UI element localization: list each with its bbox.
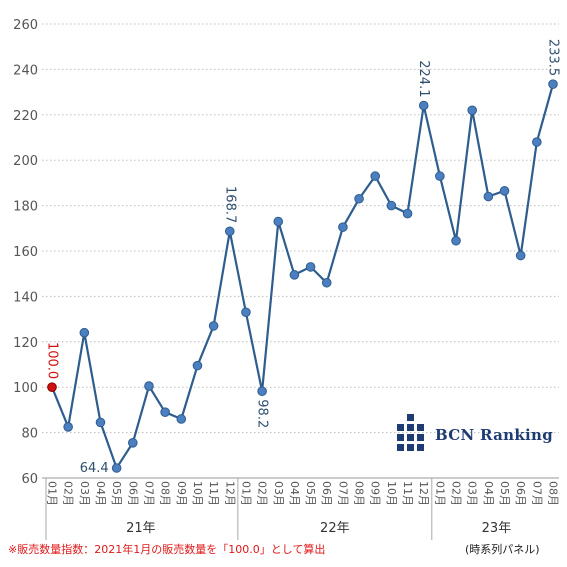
x-tick-label: 02月: [450, 481, 463, 506]
data-point: [128, 438, 138, 448]
y-tick-label: 80: [21, 427, 38, 442]
data-label: 98.2: [255, 399, 270, 428]
x-tick-label: 08月: [547, 481, 560, 506]
data-label: 168.7: [222, 186, 237, 223]
data-point: [144, 381, 154, 391]
year-label: 22年: [320, 521, 350, 536]
series-line: [50, 83, 555, 470]
y-tick-label: 220: [13, 109, 38, 124]
x-tick-label: 10月: [385, 481, 398, 506]
data-point: [273, 216, 284, 227]
logo-text: BCN Ranking: [435, 426, 554, 444]
y-tick-label: 240: [13, 63, 38, 78]
x-tick-label: 05月: [304, 481, 317, 506]
year-label: 21年: [126, 521, 156, 536]
data-point: [386, 200, 397, 211]
x-tick-label: 07月: [336, 481, 349, 506]
y-tick-label: 60: [21, 472, 38, 487]
x-tick-label: 05月: [110, 481, 123, 506]
x-tick-label: 06月: [514, 481, 527, 506]
data-point: [305, 262, 316, 272]
data-point: [370, 171, 381, 181]
data-point: [451, 235, 461, 246]
data-point: [192, 360, 203, 371]
x-tick-label: 03月: [78, 481, 91, 506]
data-point: [435, 171, 445, 181]
data-point: [289, 270, 300, 280]
x-tick-label: 08月: [159, 481, 172, 506]
data-point: [95, 417, 106, 428]
data-point: [224, 226, 235, 237]
x-tick-label: 02月: [62, 481, 75, 506]
data-point: [515, 250, 526, 261]
bcn-building-icon: [397, 414, 424, 451]
data-point: [499, 186, 510, 196]
x-tick-label: 11月: [401, 481, 414, 506]
x-tick-label: 10月: [191, 481, 204, 506]
data-point: [160, 407, 170, 417]
x-tick-label: 11月: [207, 481, 220, 506]
x-tick-label: 02月: [256, 481, 269, 506]
x-tick-label: 05月: [498, 481, 511, 506]
y-tick-label: 180: [13, 200, 38, 215]
data-point: [111, 463, 122, 473]
data-point: [532, 137, 542, 147]
data-point: [354, 193, 364, 204]
x-tick-label: 01月: [433, 481, 446, 506]
data-label: 233.5: [546, 39, 561, 76]
y-tick-label: 140: [13, 290, 38, 305]
x-tick-label: 09月: [369, 481, 382, 506]
x-tick-label: 04月: [288, 481, 301, 506]
data-point: [402, 208, 413, 219]
x-tick-label: 01月: [46, 481, 59, 506]
x-tick-label: 07月: [142, 481, 155, 506]
data-point: [241, 307, 251, 318]
x-tick-label: 07月: [530, 481, 543, 506]
data-point: [321, 277, 332, 288]
x-tick-label: 04月: [94, 481, 107, 506]
y-tick-label: 200: [13, 154, 38, 169]
data-point: [63, 422, 73, 432]
y-tick-label: 120: [13, 336, 38, 351]
data-label: 64.4: [80, 461, 109, 476]
data-point: [47, 382, 57, 393]
data-label: 100.0: [45, 342, 60, 379]
y-tick-label: 160: [13, 245, 38, 260]
data-point: [483, 191, 494, 202]
y-tick-label: 100: [13, 381, 38, 396]
x-tick-label: 03月: [272, 481, 285, 506]
x-tick-label: 06月: [320, 481, 333, 506]
x-tick-label: 06月: [126, 481, 139, 506]
x-tick-label: 12月: [223, 481, 236, 506]
data-point: [548, 79, 558, 89]
bcn-logo: BCN Ranking: [395, 414, 553, 456]
x-tick-label: 03月: [466, 481, 479, 506]
x-tick-label: 09月: [175, 481, 188, 506]
data-point: [338, 222, 348, 232]
data-point: [176, 414, 187, 424]
x-tick-label: 12月: [417, 481, 430, 506]
year-label: 23年: [482, 521, 512, 536]
data-point: [208, 321, 219, 331]
panel-note: (時系列パネル): [465, 543, 540, 556]
x-tick-label: 08月: [353, 481, 366, 506]
x-tick-label: 04月: [482, 481, 495, 506]
x-tick-label: 01月: [239, 481, 252, 506]
data-label: 224.1: [416, 60, 431, 97]
data-point: [257, 386, 267, 397]
data-point: [418, 100, 429, 111]
data-point: [467, 105, 477, 116]
data-point: [79, 327, 90, 338]
footnote: ※販売数量指数：2021年1月の販売数量を「100.0」として算出: [8, 543, 326, 556]
y-tick-label: 260: [13, 18, 38, 33]
